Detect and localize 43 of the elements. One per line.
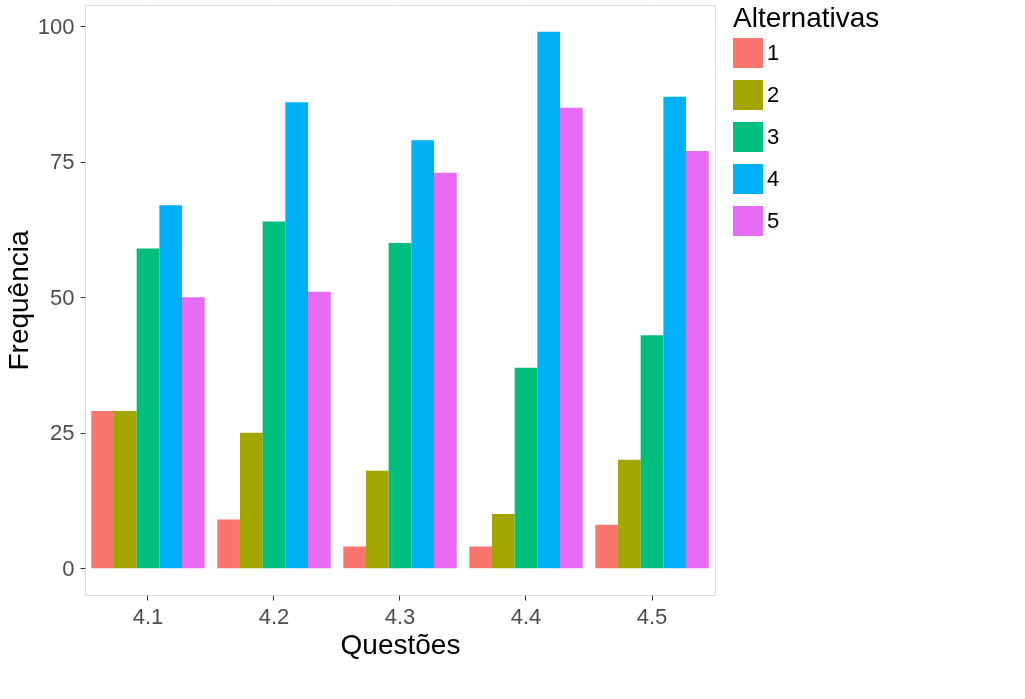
legend-title: Alternativas [733, 2, 880, 33]
bar [343, 546, 366, 569]
bar [617, 459, 641, 569]
bar [308, 291, 331, 569]
bar [388, 243, 412, 569]
bar [640, 335, 664, 569]
y-tick-label: 100 [37, 13, 75, 39]
y-tick-label: 0 [62, 555, 75, 581]
bar [469, 546, 492, 569]
bar [91, 411, 114, 569]
y-axis-title: Frequência [2, 230, 34, 371]
legend-label: 2 [767, 82, 780, 107]
bar [217, 519, 240, 569]
bar [537, 31, 561, 569]
bar [113, 411, 137, 569]
bar [411, 140, 435, 569]
bar [239, 432, 263, 569]
bar [491, 514, 515, 569]
bar [514, 367, 538, 569]
x-tick-label: 4.4 [510, 603, 542, 629]
legend-label: 3 [767, 124, 780, 149]
bar [285, 102, 309, 569]
bar [595, 524, 618, 569]
x-axis-title: Questões [340, 628, 461, 660]
y-tick-label: 25 [50, 420, 75, 446]
y-tick-label: 75 [50, 149, 75, 175]
legend-label: 4 [767, 166, 780, 191]
x-tick-label: 4.1 [132, 603, 164, 629]
bar [365, 470, 389, 569]
bar [262, 221, 286, 569]
x-tick-label: 4.5 [636, 603, 668, 629]
x-tick-label: 4.2 [258, 603, 290, 629]
bar [434, 172, 457, 569]
legend-label: 1 [767, 40, 780, 65]
bar [560, 107, 583, 569]
bar [663, 96, 687, 569]
bar [159, 205, 183, 569]
x-tick-label: 4.3 [384, 603, 416, 629]
bar [136, 248, 160, 569]
bar [686, 151, 709, 569]
bar [182, 297, 205, 569]
legend-label: 5 [767, 208, 780, 233]
y-tick-label: 50 [50, 284, 75, 310]
